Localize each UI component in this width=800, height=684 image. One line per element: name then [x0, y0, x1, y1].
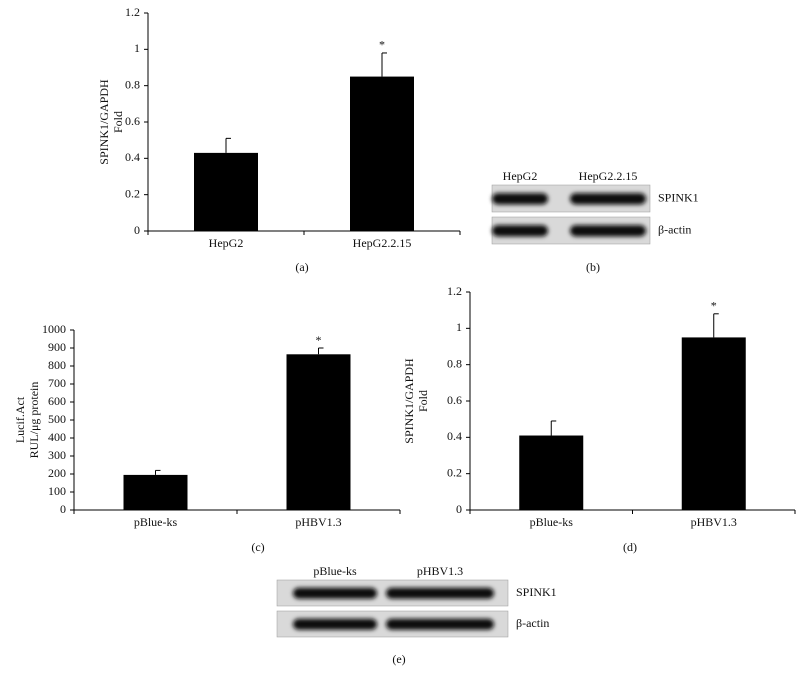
y-tick-label: 1.2 [447, 284, 462, 298]
y-axis-label: Fold [416, 390, 430, 412]
blot-column-label: pHBV1.3 [417, 564, 463, 578]
y-tick-label: 0 [134, 223, 140, 237]
blot-band [492, 225, 548, 237]
y-axis-label: Fold [111, 111, 125, 133]
y-tick-label: 0.6 [125, 114, 140, 128]
bar [350, 76, 414, 231]
x-tick-label: pHBV1.3 [295, 515, 341, 529]
y-tick-label: 500 [48, 412, 66, 426]
annotation: * [711, 299, 717, 313]
blot-row-label: β-actin [516, 616, 549, 630]
blot-band [386, 618, 494, 630]
y-tick-label: 0.4 [125, 150, 140, 164]
x-tick-label: pBlue-ks [530, 515, 574, 529]
y-tick-label: 0.6 [447, 393, 462, 407]
blot-row-label: SPINK1 [516, 585, 557, 599]
y-tick-label: 1 [134, 41, 140, 55]
blot-row-label: SPINK1 [658, 190, 699, 204]
blot-row-label: β-actin [658, 222, 691, 236]
panel-label: (e) [392, 652, 405, 666]
blot-band [570, 225, 646, 237]
y-axis-label: SPINK1/GAPDH [97, 79, 111, 165]
x-tick-label: HepG2.2.15 [353, 236, 412, 250]
panel-label: (b) [586, 260, 600, 274]
y-tick-label: 0.8 [125, 77, 140, 91]
y-tick-label: 400 [48, 430, 66, 444]
annotation: * [379, 38, 385, 52]
blot-column-label: HepG2 [503, 169, 538, 183]
bar [194, 152, 258, 231]
y-tick-label: 600 [48, 394, 66, 408]
panel-label: (a) [295, 260, 308, 274]
annotation: * [316, 333, 322, 347]
bar [123, 474, 188, 510]
y-axis-label: Lucif.Act [13, 396, 27, 443]
bar [519, 435, 584, 510]
y-tick-label: 0.2 [125, 186, 140, 200]
blot-band [386, 587, 494, 599]
bar [286, 354, 351, 510]
y-axis-label: RUL/μg protein [27, 382, 41, 459]
y-tick-label: 700 [48, 376, 66, 390]
blot-band [293, 587, 377, 599]
blot-column-label: HepG2.2.15 [579, 169, 638, 183]
panel-label: (c) [251, 540, 264, 554]
blot-column-label: pBlue-ks [313, 564, 357, 578]
blot-band [570, 193, 646, 205]
y-axis-label: SPINK1/GAPDH [402, 358, 416, 444]
y-tick-label: 0.2 [447, 465, 462, 479]
x-tick-label: pBlue-ks [134, 515, 178, 529]
y-tick-label: 0 [60, 502, 66, 516]
y-tick-label: 0 [456, 502, 462, 516]
bar [681, 337, 746, 510]
blot-band [492, 193, 548, 205]
y-tick-label: 1.2 [125, 5, 140, 19]
x-tick-label: pHBV1.3 [691, 515, 737, 529]
y-tick-label: 300 [48, 448, 66, 462]
y-tick-label: 900 [48, 340, 66, 354]
y-tick-label: 200 [48, 466, 66, 480]
y-tick-label: 1 [456, 320, 462, 334]
blot-band [293, 618, 377, 630]
y-tick-label: 1000 [42, 322, 66, 336]
y-tick-label: 0.8 [447, 356, 462, 370]
y-tick-label: 100 [48, 484, 66, 498]
y-tick-label: 0.4 [447, 429, 462, 443]
y-tick-label: 800 [48, 358, 66, 372]
panel-label: (d) [623, 540, 637, 554]
x-tick-label: HepG2 [209, 236, 244, 250]
